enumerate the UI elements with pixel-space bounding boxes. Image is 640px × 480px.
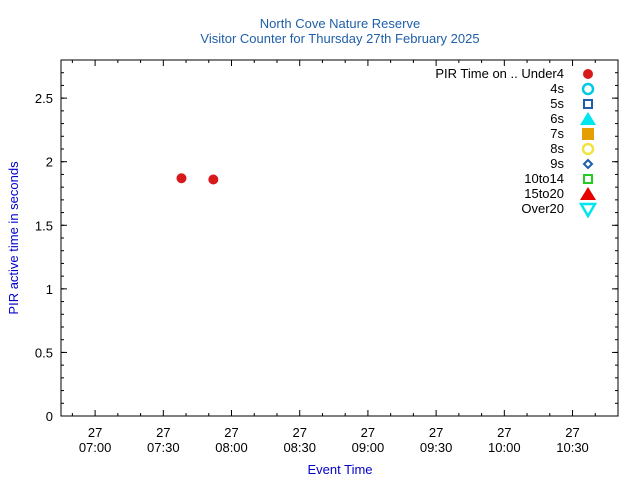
y-axis-label: PIR active time in seconds — [6, 161, 21, 315]
legend-label: 15to20 — [524, 186, 564, 201]
x-tick-day-label: 27 — [361, 425, 375, 440]
x-tick-time-label: 09:30 — [420, 440, 453, 455]
x-tick-day-label: 27 — [88, 425, 102, 440]
legend-marker — [580, 112, 596, 125]
x-tick-time-label: 08:00 — [215, 440, 248, 455]
legend-marker — [581, 142, 595, 156]
x-tick-day-label: 27 — [156, 425, 170, 440]
data-points — [176, 173, 219, 185]
x-tick-day-label: 27 — [429, 425, 443, 440]
data-point — [176, 173, 187, 184]
x-tick-day-label: 27 — [292, 425, 306, 440]
legend-label: 8s — [550, 141, 564, 156]
y-tick-label: 0.5 — [35, 345, 53, 360]
legend-marker — [580, 187, 596, 200]
legend-marker — [583, 69, 593, 79]
legend-label: Over20 — [521, 201, 564, 216]
legend-marker — [583, 99, 593, 109]
legend-label: 5s — [550, 96, 564, 111]
legend-marker — [583, 174, 593, 184]
chart-title: North Cove Nature Reserve — [260, 16, 420, 31]
x-tick-time-label: 07:00 — [79, 440, 112, 455]
y-tick-label: 1 — [46, 282, 53, 297]
legend-marker — [581, 82, 595, 96]
legend: PIR Time on .. Under44s5s6s7s8s9s10to141… — [435, 66, 598, 219]
legend-label: 6s — [550, 111, 564, 126]
y-tick-label: 2.5 — [35, 91, 53, 106]
legend-marker — [582, 158, 594, 170]
x-tick-time-label: 10:00 — [488, 440, 521, 455]
x-axis-label: Event Time — [307, 462, 372, 477]
y-tick-label: 1.5 — [35, 218, 53, 233]
legend-label: 10to14 — [524, 171, 564, 186]
legend-marker — [582, 128, 594, 140]
legend-label: PIR Time on .. Under4 — [435, 66, 564, 81]
x-tick-day-label: 27 — [497, 425, 511, 440]
x-tick-time-label: 10:30 — [556, 440, 589, 455]
chart-subtitle: Visitor Counter for Thursday 27th Februa… — [200, 31, 479, 46]
plot-frame — [60, 59, 619, 417]
x-tick-time-label: 09:00 — [352, 440, 385, 455]
legend-label: 7s — [550, 126, 564, 141]
data-point — [208, 174, 219, 185]
x-tick-time-label: 07:30 — [147, 440, 180, 455]
y-axis: 0 0.5 1 1.5 2 2.5 — [35, 72, 618, 424]
legend-marker — [578, 202, 598, 219]
legend-label: 9s — [550, 156, 564, 171]
x-tick-day-label: 27 — [224, 425, 238, 440]
x-tick-day-label: 27 — [565, 425, 579, 440]
y-tick-label: 0 — [46, 409, 53, 424]
legend-label: 4s — [550, 81, 564, 96]
x-axis: 2707:002707:302708:002708:302709:002709:… — [71, 60, 619, 455]
y-tick-label: 2 — [46, 155, 53, 170]
x-tick-time-label: 08:30 — [283, 440, 316, 455]
